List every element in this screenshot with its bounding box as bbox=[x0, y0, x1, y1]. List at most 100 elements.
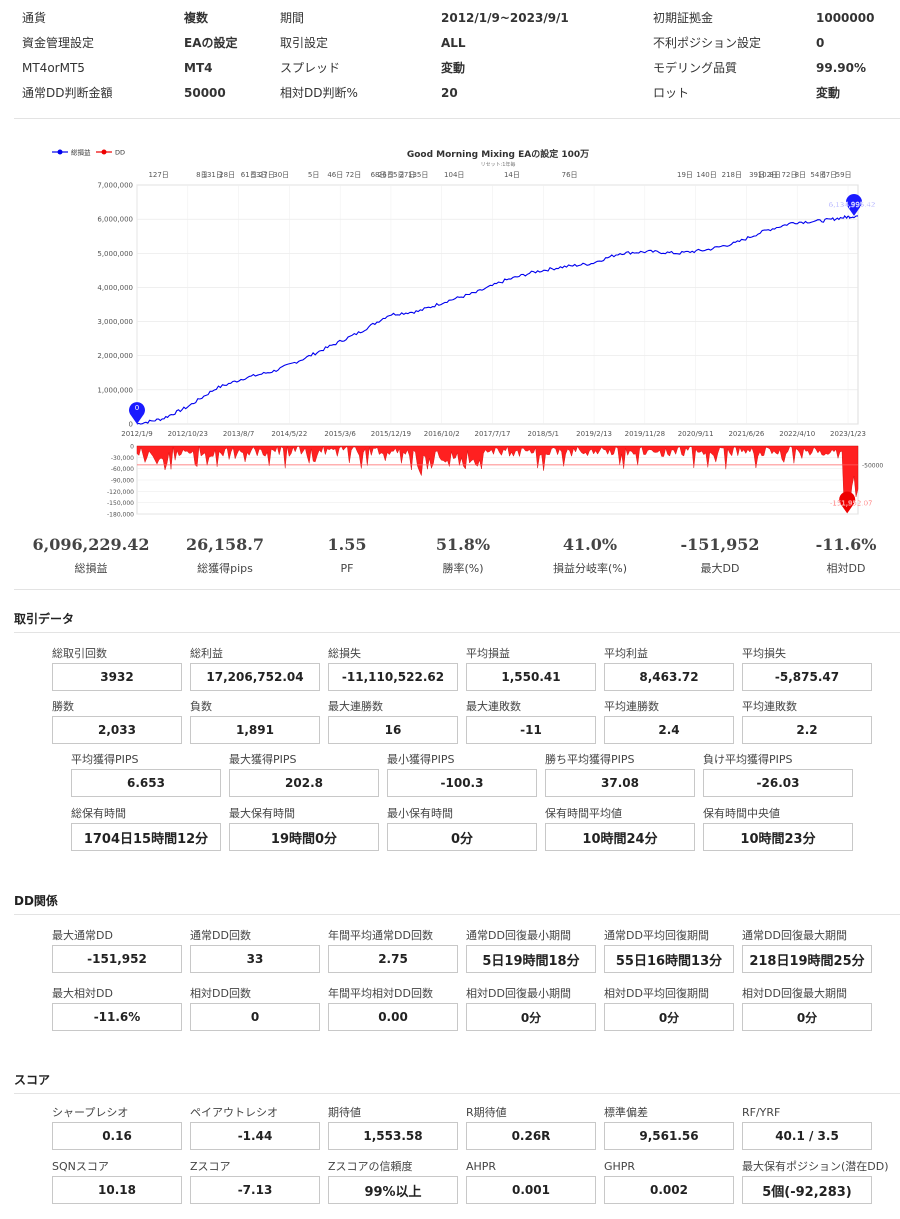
metric-relative-dd-count: 相対DD回数 0 bbox=[190, 987, 320, 1031]
dd-count-label: 8日 bbox=[795, 171, 806, 179]
metric-label: 負け平均獲得PIPS bbox=[703, 753, 793, 766]
dd-y-tick-label: -90,000 bbox=[111, 478, 134, 485]
dd-count-label: 53日 bbox=[252, 171, 268, 179]
param-label: 初期証拠金 bbox=[653, 11, 714, 25]
dd-count-label: 54日 bbox=[810, 171, 826, 179]
section-title-score: スコア bbox=[14, 1073, 51, 1087]
metric-value: 5日19時間18分 bbox=[466, 945, 596, 973]
param-value: 2012/1/9~2023/9/1 bbox=[441, 11, 569, 25]
metric-value: 0分 bbox=[466, 1003, 596, 1031]
metric-max-normal-dd: 最大通常DD -151,952 bbox=[52, 929, 182, 973]
dd-count-label: 68日 bbox=[371, 171, 387, 179]
metric-avg-consec-wins: 平均連勝数 2.4 bbox=[604, 700, 734, 744]
metric-label: 勝ち平均獲得PIPS bbox=[545, 753, 635, 766]
chart-legend[interactable]: 総損益 DD bbox=[52, 148, 125, 157]
metric-value: 0.16 bbox=[52, 1122, 182, 1150]
param-label: 相対DD判断% bbox=[280, 86, 358, 100]
dd-y-tick-label: -120,000 bbox=[107, 489, 134, 496]
metric-label: 平均利益 bbox=[604, 647, 648, 660]
metric-value: 3932 bbox=[52, 663, 182, 691]
x-tick-label: 2016/10/2 bbox=[424, 430, 460, 438]
dd-min-label: -151,952.07 bbox=[830, 499, 873, 507]
legend-item[interactable]: DD bbox=[96, 149, 125, 157]
metric-value: 2.2 bbox=[742, 716, 872, 744]
metric-avg-pips: 平均獲得PIPS 6.653 bbox=[71, 753, 221, 797]
legend-item[interactable]: 総損益 bbox=[52, 148, 91, 157]
param-label: 通常DD判断金額 bbox=[22, 86, 113, 100]
metric-median-hold-time: 保有時間中央値 10時間23分 bbox=[703, 807, 853, 851]
summary-label: 損益分岐率(%) bbox=[552, 562, 628, 575]
summary-total-profit: 6,096,229.42 総損益 bbox=[26, 533, 156, 577]
y-tick-label: 0 bbox=[129, 421, 133, 429]
metric-label: GHPR bbox=[604, 1160, 636, 1173]
metric-annual-relative-dd: 年間平均相対DD回数 0.00 bbox=[328, 987, 458, 1031]
metric-label: 最大通常DD bbox=[52, 929, 113, 942]
dd-count-label: 131日 bbox=[203, 171, 223, 179]
dd-count-label: 72日 bbox=[345, 171, 361, 179]
metric-value: 2.4 bbox=[604, 716, 734, 744]
x-tick-label: 2022/4/10 bbox=[779, 430, 815, 438]
metric-label: 通常DD回復最大期間 bbox=[742, 929, 847, 942]
param-label: スプレッド bbox=[280, 61, 341, 75]
metric-label: 標準偏差 bbox=[604, 1106, 648, 1119]
metric-label: 平均損失 bbox=[742, 647, 786, 660]
metric-max-hold-time: 最大保有時間 19時間0分 bbox=[229, 807, 379, 851]
dd-count-label: 8日 bbox=[769, 171, 780, 179]
metric-value: 2.75 bbox=[328, 945, 458, 973]
metric-value: 1,553.58 bbox=[328, 1122, 458, 1150]
metric-rf-yrf: RF/YRF 40.1 / 3.5 bbox=[742, 1106, 872, 1150]
x-tick-label: 2013/8/7 bbox=[223, 430, 254, 438]
metric-value: -26.03 bbox=[703, 769, 853, 797]
start-marker bbox=[129, 402, 145, 424]
metric-value: 218日19時間25分 bbox=[742, 945, 872, 973]
dd-area: -151,952.07 bbox=[136, 445, 873, 514]
metric-avg-pl: 平均損益 1,550.41 bbox=[466, 647, 596, 691]
param-label: MT4orMT5 bbox=[22, 61, 85, 75]
metric-value: 10.18 bbox=[52, 1176, 182, 1204]
metric-label: シャープレシオ bbox=[52, 1106, 129, 1119]
metric-value: 37.08 bbox=[545, 769, 695, 797]
summary-value: 41.0% bbox=[562, 535, 618, 554]
gridlines bbox=[136, 184, 859, 515]
dd-count-label: 5日 bbox=[308, 171, 319, 179]
dd-y-tick-label: -180,000 bbox=[107, 512, 134, 519]
x-tick-label: 2023/1/23 bbox=[830, 430, 866, 438]
metric-value: 202.8 bbox=[229, 769, 379, 797]
metric-max-consec-losses: 最大連敗数 -11 bbox=[466, 700, 596, 744]
dd-count-label: 140日 bbox=[696, 171, 716, 179]
metric-value: 0.00 bbox=[328, 1003, 458, 1031]
summary-label: 相対DD bbox=[826, 562, 866, 575]
summary-total-pips: 26,158.7 総獲得pips bbox=[160, 533, 290, 577]
metric-value: 0分 bbox=[604, 1003, 734, 1031]
metric-label: 最大連敗数 bbox=[466, 700, 521, 713]
metric-value: 6.653 bbox=[71, 769, 221, 797]
metric-losses: 負数 1,891 bbox=[190, 700, 320, 744]
metric-label: 相対DD回復最大期間 bbox=[742, 987, 847, 1000]
summary-max-dd: -151,952 最大DD bbox=[655, 533, 785, 577]
metric-value: 99%以上 bbox=[328, 1176, 458, 1204]
metric-ahpr: AHPR 0.001 bbox=[466, 1160, 596, 1204]
param-value: 1000000 bbox=[816, 11, 875, 25]
metric-value: -1.44 bbox=[190, 1122, 320, 1150]
summary-value: -11.6% bbox=[815, 535, 877, 554]
param-label: 取引設定 bbox=[280, 36, 329, 50]
section-divider bbox=[14, 1093, 900, 1094]
summary-value: -151,952 bbox=[680, 535, 760, 554]
metric-label: 保有時間中央値 bbox=[703, 807, 780, 820]
metric-label: 負数 bbox=[190, 700, 212, 713]
metric-value: 40.1 / 3.5 bbox=[742, 1122, 872, 1150]
metric-value: -11,110,522.62 bbox=[328, 663, 458, 691]
metric-loss-avg-pips: 負け平均獲得PIPS -26.03 bbox=[703, 753, 853, 797]
param-value: 変動 bbox=[441, 61, 466, 75]
y-tick-label: 4,000,000 bbox=[97, 284, 133, 292]
metric-max-consec-wins: 最大連勝数 16 bbox=[328, 700, 458, 744]
metric-value: 16 bbox=[328, 716, 458, 744]
metric-label: 平均連敗数 bbox=[742, 700, 797, 713]
y-tick-label: 1,000,000 bbox=[97, 386, 133, 394]
metric-avg-consec-losses: 平均連敗数 2.2 bbox=[742, 700, 872, 744]
metric-avg-hold-time: 保有時間平均値 10時間24分 bbox=[545, 807, 695, 851]
param-label: ロット bbox=[653, 86, 690, 100]
metric-label: 最小保有時間 bbox=[387, 807, 453, 820]
summary-label: PF bbox=[340, 562, 354, 575]
summary-breakeven: 41.0% 損益分岐率(%) bbox=[525, 533, 655, 577]
